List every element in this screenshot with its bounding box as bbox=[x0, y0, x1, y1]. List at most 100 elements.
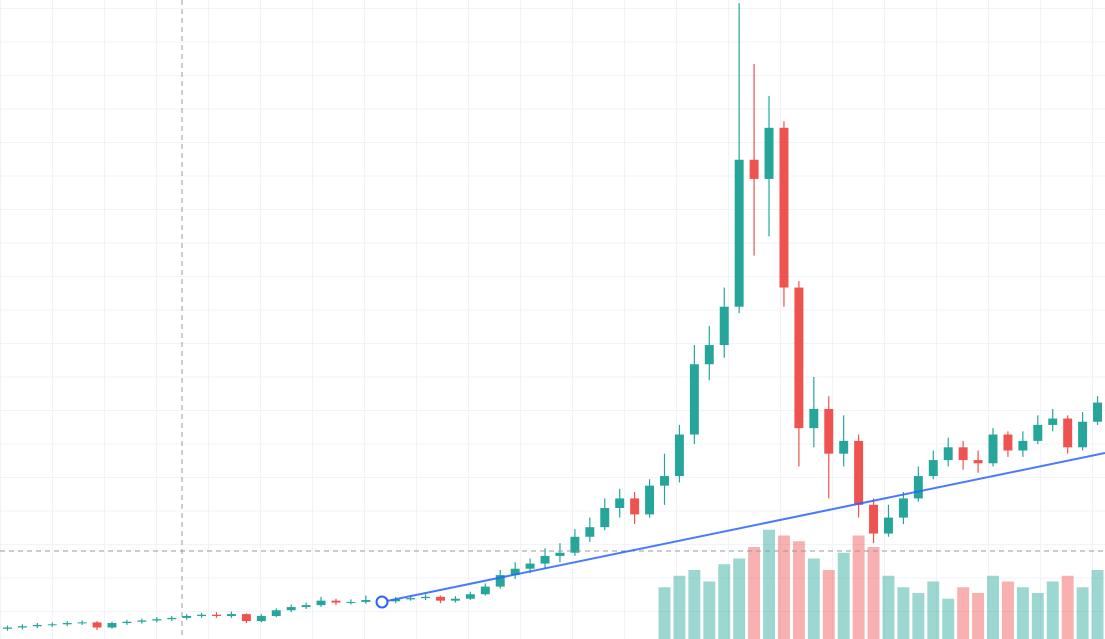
candle-body bbox=[32, 624, 42, 627]
candle-body bbox=[645, 485, 655, 515]
candle-body bbox=[630, 498, 640, 515]
volume-bar bbox=[957, 587, 970, 639]
volume-bar bbox=[927, 581, 940, 639]
candle-body bbox=[271, 610, 281, 616]
candle-body bbox=[77, 622, 87, 624]
candle-body bbox=[779, 127, 789, 288]
volume-bar bbox=[942, 598, 955, 639]
volume-bar bbox=[658, 587, 671, 639]
candle-body bbox=[197, 614, 207, 616]
volume-bar bbox=[748, 547, 761, 639]
candle-body bbox=[421, 596, 431, 599]
candle-body bbox=[1033, 424, 1043, 441]
candle-body bbox=[361, 600, 371, 602]
candle-body bbox=[689, 364, 699, 435]
candle-body bbox=[839, 440, 849, 454]
candle-body bbox=[674, 434, 684, 477]
candle-body bbox=[973, 460, 983, 464]
candle-body bbox=[391, 599, 401, 602]
candle-body bbox=[585, 527, 595, 537]
candle-body bbox=[525, 563, 535, 569]
candle-body bbox=[107, 623, 117, 628]
candle-body bbox=[570, 536, 580, 553]
candle-body bbox=[1093, 402, 1103, 422]
candle-body bbox=[719, 306, 729, 346]
candle-body bbox=[212, 614, 221, 616]
volume-bar bbox=[912, 593, 925, 639]
volume-layer bbox=[658, 529, 1104, 639]
candle-body bbox=[465, 594, 475, 599]
candle-body bbox=[854, 440, 864, 505]
volume-bar bbox=[733, 558, 746, 639]
volume-bar bbox=[972, 593, 985, 639]
candle-layer bbox=[2, 3, 1103, 631]
volume-bar bbox=[987, 575, 999, 639]
candle-body bbox=[988, 434, 998, 464]
volume-bar bbox=[763, 529, 775, 639]
candle-body bbox=[137, 620, 147, 622]
candle-body bbox=[1048, 418, 1058, 425]
volume-bar bbox=[852, 535, 865, 639]
candle-body bbox=[540, 555, 550, 564]
candle-body bbox=[555, 552, 565, 556]
candle-body bbox=[122, 621, 132, 624]
volume-bar bbox=[1016, 587, 1029, 639]
candle-body bbox=[615, 498, 625, 509]
candle-body bbox=[1078, 421, 1088, 448]
candle-body bbox=[1018, 440, 1028, 451]
candle-body bbox=[1003, 434, 1013, 451]
candle-body bbox=[809, 408, 819, 429]
trend-line[interactable] bbox=[381, 452, 1105, 603]
volume-bar bbox=[777, 535, 790, 639]
candle-body bbox=[898, 498, 908, 518]
candle-body bbox=[450, 598, 460, 601]
candle-body bbox=[47, 624, 57, 626]
volume-bar bbox=[897, 587, 910, 639]
candle-body bbox=[480, 586, 490, 595]
candle-body bbox=[256, 615, 266, 622]
candle-body bbox=[943, 447, 953, 461]
volume-bar bbox=[792, 541, 805, 639]
candle-body bbox=[406, 598, 416, 600]
candle-body bbox=[884, 517, 893, 534]
candle-body bbox=[62, 623, 72, 625]
candle-body bbox=[734, 159, 744, 307]
volume-bar bbox=[688, 570, 701, 639]
candle-body bbox=[226, 614, 236, 616]
candle-body bbox=[704, 345, 714, 365]
candle-body bbox=[660, 476, 669, 486]
candle-body bbox=[286, 607, 296, 611]
volume-bar bbox=[867, 547, 880, 639]
candle-body bbox=[510, 568, 520, 576]
volume-bar bbox=[807, 558, 820, 639]
volume-bar bbox=[1061, 575, 1074, 639]
candle-body bbox=[331, 600, 341, 603]
candle-body bbox=[152, 619, 162, 621]
volume-bar bbox=[837, 552, 850, 639]
candle-body bbox=[958, 447, 968, 461]
candle-body bbox=[167, 617, 177, 620]
trend-line-handle[interactable] bbox=[375, 595, 389, 609]
volume-bar bbox=[718, 564, 731, 639]
candle-body bbox=[1063, 418, 1073, 448]
volume-bar bbox=[673, 575, 686, 639]
candle-body bbox=[824, 408, 834, 454]
volume-bar bbox=[1046, 581, 1059, 639]
candle-body bbox=[346, 601, 356, 603]
volume-bar bbox=[1091, 570, 1104, 639]
volume-bar bbox=[1076, 587, 1089, 639]
volume-bar bbox=[703, 581, 716, 639]
candle-body bbox=[495, 575, 505, 587]
candle-body bbox=[92, 622, 102, 628]
candle-body bbox=[241, 614, 251, 622]
candle-body bbox=[301, 605, 311, 608]
candle-body bbox=[2, 627, 12, 629]
candle-body bbox=[928, 460, 938, 477]
candle-body bbox=[913, 476, 923, 499]
volume-bar bbox=[1001, 581, 1014, 639]
candle-body bbox=[749, 159, 759, 179]
volume-bar bbox=[882, 575, 895, 639]
candle-body bbox=[869, 504, 879, 534]
